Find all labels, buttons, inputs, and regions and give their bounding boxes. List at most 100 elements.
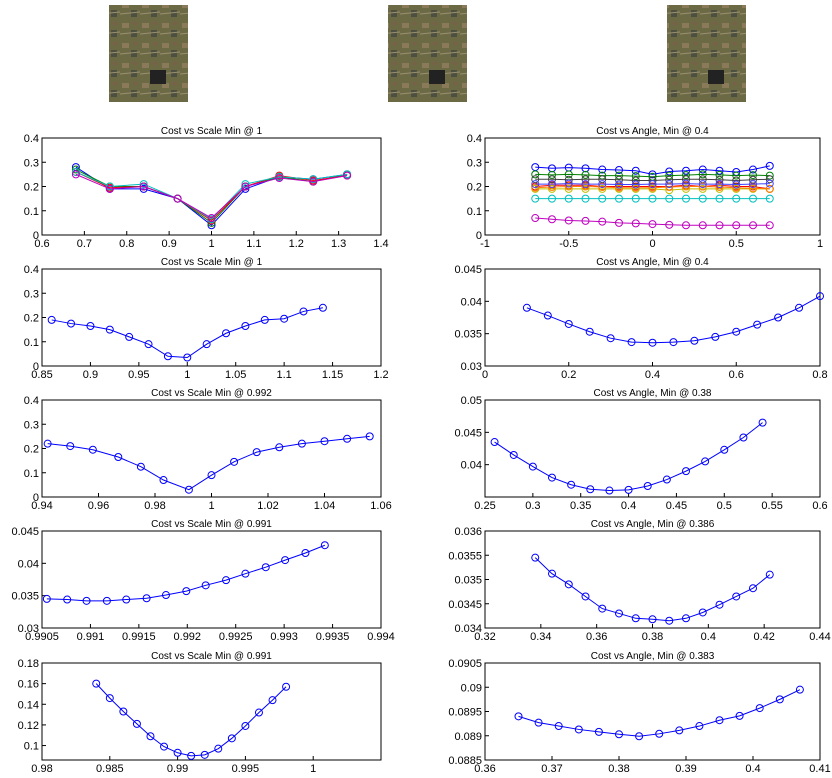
data-point	[564, 194, 573, 203]
subplot: Cost vs Scale Min @ 0.992 0.94 0.96 0.98 1 1.…	[24, 388, 392, 512]
y-tick-label: 0.3	[467, 157, 482, 169]
data-point	[758, 418, 767, 427]
subplot: Cost vs Scale Min @ 0.991 0.9905 0.991 0.99…	[11, 519, 394, 643]
y-tick-label: 0.3	[24, 419, 39, 431]
y-tick-label: 0	[33, 492, 39, 504]
data-point	[627, 338, 636, 347]
x-tick-label: 0.995	[232, 763, 260, 775]
series-line	[534, 557, 771, 622]
data-point	[230, 457, 239, 466]
x-tick-label: 0.4	[621, 500, 636, 512]
data-point	[82, 596, 91, 605]
data-point	[297, 439, 306, 448]
data-point	[711, 332, 720, 341]
data-point	[586, 485, 595, 494]
data-point	[207, 471, 216, 480]
data-point	[675, 726, 684, 735]
data-point	[662, 475, 671, 484]
x-tick-label: 0.9	[161, 238, 176, 250]
y-tick-label: 0.03	[461, 361, 482, 373]
data-point	[214, 744, 223, 753]
aerial-image	[667, 5, 746, 102]
data-point	[765, 194, 774, 203]
x-tick-label: 0.9925	[219, 631, 253, 643]
data-point	[564, 319, 573, 328]
data-point	[63, 595, 72, 604]
data-point	[585, 327, 594, 336]
data-point	[160, 742, 169, 751]
y-tick-label: 0.1	[24, 206, 39, 218]
data-point	[631, 180, 640, 189]
series-line	[535, 188, 770, 191]
data-point	[698, 170, 707, 179]
data-point	[88, 445, 97, 454]
x-tick-label: 1	[208, 238, 214, 250]
data-point	[665, 167, 674, 176]
data-point	[182, 587, 191, 596]
y-tick-label: 0.2	[467, 182, 482, 194]
data-point	[715, 194, 724, 203]
data-point	[299, 307, 308, 316]
data-point	[548, 473, 556, 482]
x-tick-label: 0.98	[31, 763, 52, 775]
y-tick-label: 0.1	[24, 468, 39, 480]
y-tick-label: 0.0905	[448, 658, 482, 670]
x-tick-label: 1.04	[314, 500, 335, 512]
data-point	[665, 182, 674, 191]
data-point	[765, 184, 774, 193]
data-point	[564, 580, 573, 589]
y-tick-label: 0.0885	[448, 755, 482, 767]
series-line	[535, 183, 770, 186]
series-line	[75, 171, 348, 220]
data-point	[43, 439, 52, 448]
data-point	[309, 177, 318, 186]
axes-box	[41, 530, 382, 629]
subplot: Cost vs Angle, Min @ 0.386 0.32 0.34 0.36 0.…	[448, 519, 830, 643]
x-tick-label: 0.992	[174, 631, 202, 643]
y-tick-label: 0.09	[461, 682, 482, 694]
y-tick-label: 0.045	[454, 427, 482, 439]
y-tick-label: 0.2	[24, 444, 39, 456]
data-point	[598, 182, 607, 191]
data-point	[749, 194, 757, 203]
x-tick-label: 0.991	[77, 631, 105, 643]
x-tick-label: 0.993	[270, 631, 298, 643]
x-tick-label: 0.8	[812, 369, 827, 381]
data-point	[682, 184, 690, 193]
x-tick-label: 0.5	[717, 500, 732, 512]
data-point	[71, 165, 80, 174]
x-tick-label: 0.95	[128, 369, 149, 381]
data-point	[749, 184, 757, 193]
data-point	[735, 711, 744, 720]
data-point	[275, 174, 284, 183]
data-point	[581, 216, 590, 225]
data-point	[548, 175, 556, 184]
data-point	[531, 175, 540, 184]
data-point	[161, 591, 170, 600]
chart-title: Cost vs Scale Min @ 0.992	[151, 388, 272, 399]
data-point	[119, 707, 128, 716]
x-tick-label: 0.94	[31, 500, 52, 512]
data-point	[765, 179, 774, 188]
x-tick-label: 1.3	[331, 238, 346, 250]
data-point	[343, 171, 352, 180]
data-point	[775, 695, 784, 704]
y-tick-label: 0.14	[18, 699, 39, 711]
data-point	[615, 609, 623, 618]
y-tick-label: 0.1	[467, 206, 482, 218]
data-point	[605, 486, 614, 495]
data-point	[222, 329, 231, 338]
data-point	[548, 215, 556, 224]
x-tick-label: 0.9935	[316, 631, 350, 643]
x-tick-label: 1.2	[289, 238, 304, 250]
data-point	[615, 166, 623, 175]
data-point	[222, 576, 231, 585]
data-point	[715, 166, 724, 175]
data-point	[564, 216, 573, 225]
chart-title: Cost vs Angle, Min @ 0.386	[591, 519, 715, 530]
x-tick-label: 1.2	[373, 369, 388, 381]
data-point	[698, 184, 707, 193]
data-point	[631, 194, 640, 203]
data-point	[732, 221, 741, 230]
data-point	[749, 175, 757, 184]
